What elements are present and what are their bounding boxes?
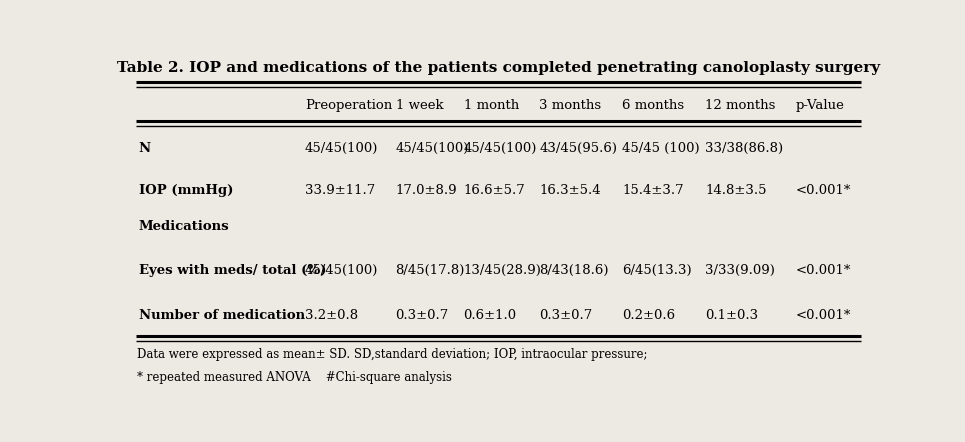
Text: 16.3±5.4: 16.3±5.4 bbox=[539, 184, 600, 198]
Text: 14.8±3.5: 14.8±3.5 bbox=[705, 184, 767, 198]
Text: 16.6±5.7: 16.6±5.7 bbox=[463, 184, 525, 198]
Text: 3 months: 3 months bbox=[539, 99, 601, 112]
Text: <0.001*: <0.001* bbox=[796, 309, 851, 322]
Text: 43/45(95.6): 43/45(95.6) bbox=[539, 142, 617, 155]
Text: 8/45(17.8): 8/45(17.8) bbox=[396, 264, 465, 278]
Text: 0.2±0.6: 0.2±0.6 bbox=[622, 309, 676, 322]
Text: 1 month: 1 month bbox=[463, 99, 519, 112]
Text: 6/45(13.3): 6/45(13.3) bbox=[622, 264, 692, 278]
Text: 45/45 (100): 45/45 (100) bbox=[622, 142, 700, 155]
Text: 0.6±1.0: 0.6±1.0 bbox=[463, 309, 516, 322]
Text: 6 months: 6 months bbox=[622, 99, 684, 112]
Text: Number of medication: Number of medication bbox=[139, 309, 305, 322]
Text: 1 week: 1 week bbox=[396, 99, 443, 112]
Text: 0.3±0.7: 0.3±0.7 bbox=[396, 309, 449, 322]
Text: p-Value: p-Value bbox=[796, 99, 845, 112]
Text: 8/43(18.6): 8/43(18.6) bbox=[539, 264, 609, 278]
Text: Data were expressed as mean± SD. SD,standard deviation; IOP, intraocular pressur: Data were expressed as mean± SD. SD,stan… bbox=[137, 348, 648, 361]
Text: 12 months: 12 months bbox=[705, 99, 776, 112]
Text: <0.001*: <0.001* bbox=[796, 184, 851, 198]
Text: <0.001*: <0.001* bbox=[796, 264, 851, 278]
Text: 33/38(86.8): 33/38(86.8) bbox=[705, 142, 784, 155]
Text: 15.4±3.7: 15.4±3.7 bbox=[622, 184, 684, 198]
Text: N: N bbox=[139, 142, 151, 155]
Text: Eyes with meds/ total (%): Eyes with meds/ total (%) bbox=[139, 264, 326, 278]
Text: * repeated measured ANOVA    #Chi-square analysis: * repeated measured ANOVA #Chi-square an… bbox=[137, 370, 452, 384]
Text: IOP (mmHg): IOP (mmHg) bbox=[139, 184, 233, 198]
Text: 13/45(28.9): 13/45(28.9) bbox=[463, 264, 541, 278]
Text: 3/33(9.09): 3/33(9.09) bbox=[705, 264, 775, 278]
Text: 45/45(100): 45/45(100) bbox=[305, 142, 378, 155]
Text: 45/45(100): 45/45(100) bbox=[305, 264, 378, 278]
Text: 33.9±11.7: 33.9±11.7 bbox=[305, 184, 375, 198]
Text: Medications: Medications bbox=[139, 220, 230, 233]
Text: Table 2. IOP and medications of the patients completed penetrating canoloplasty : Table 2. IOP and medications of the pati… bbox=[117, 61, 880, 75]
Text: 17.0±8.9: 17.0±8.9 bbox=[396, 184, 457, 198]
Text: 45/45(100): 45/45(100) bbox=[463, 142, 537, 155]
Text: Preoperation: Preoperation bbox=[305, 99, 392, 112]
Text: 0.3±0.7: 0.3±0.7 bbox=[539, 309, 593, 322]
Text: 45/45(100): 45/45(100) bbox=[396, 142, 469, 155]
Text: 3.2±0.8: 3.2±0.8 bbox=[305, 309, 358, 322]
Text: 0.1±0.3: 0.1±0.3 bbox=[705, 309, 758, 322]
